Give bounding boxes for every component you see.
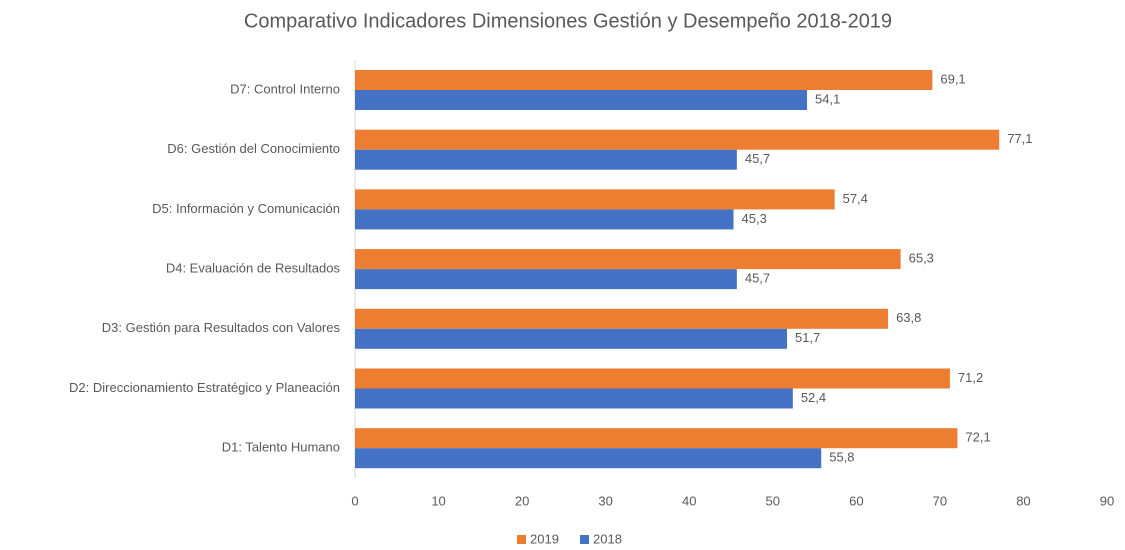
bar: [355, 368, 950, 389]
value-label: 65,3: [909, 251, 934, 266]
bar: [355, 90, 808, 110]
legend-swatch: [517, 535, 526, 544]
value-label: 77,1: [1007, 131, 1032, 146]
x-tick-label: 80: [1016, 493, 1030, 508]
bar: [355, 448, 822, 469]
bar: [355, 70, 933, 90]
bar: [355, 308, 889, 329]
x-tick-label: 50: [766, 493, 780, 508]
x-tick-label: 0: [351, 493, 358, 508]
legend-label: 2019: [530, 531, 559, 546]
value-label: 71,2: [958, 370, 983, 385]
value-label: 57,4: [843, 191, 868, 206]
value-label: 51,7: [795, 330, 820, 345]
x-tick-label: 90: [1100, 493, 1114, 508]
bar: [355, 269, 737, 290]
value-label: 54,1: [815, 91, 840, 106]
bar: [355, 388, 793, 409]
value-label: 72,1: [965, 430, 990, 445]
bar: [355, 189, 835, 210]
value-label: 69,1: [940, 71, 965, 86]
value-label: 55,8: [829, 450, 854, 465]
chart-title: Comparativo Indicadores Dimensiones Gest…: [244, 10, 892, 32]
value-label: 63,8: [896, 310, 921, 325]
y-tick-label: D1: Talento Humano: [222, 440, 340, 455]
value-label: 45,7: [745, 151, 770, 166]
bar: [355, 149, 737, 170]
x-tick-label: 70: [933, 493, 947, 508]
value-label: 52,4: [801, 390, 826, 405]
x-tick-label: 60: [849, 493, 863, 508]
y-tick-label: D4: Evaluación de Resultados: [166, 261, 341, 276]
legend-label: 2018: [593, 531, 622, 546]
x-tick-label: 40: [682, 493, 696, 508]
legend-swatch: [580, 535, 589, 544]
bar: [355, 249, 901, 270]
bar: [355, 209, 734, 230]
y-tick-label: D6: Gestión del Conocimiento: [167, 141, 340, 156]
y-tick-label: D5: Información y Comunicación: [152, 201, 340, 216]
x-tick-label: 20: [515, 493, 529, 508]
x-tick-label: 10: [431, 493, 445, 508]
bar: [355, 328, 787, 349]
y-tick-label: D7: Control Interno: [230, 81, 340, 96]
bar: [355, 129, 1000, 150]
x-tick-label: 30: [598, 493, 612, 508]
bar: [355, 428, 958, 449]
value-label: 45,7: [745, 271, 770, 286]
y-tick-label: D3: Gestión para Resultados con Valores: [102, 320, 341, 335]
y-tick-label: D2: Direccionamiento Estratégico y Plane…: [69, 380, 340, 395]
value-label: 45,3: [742, 211, 767, 226]
